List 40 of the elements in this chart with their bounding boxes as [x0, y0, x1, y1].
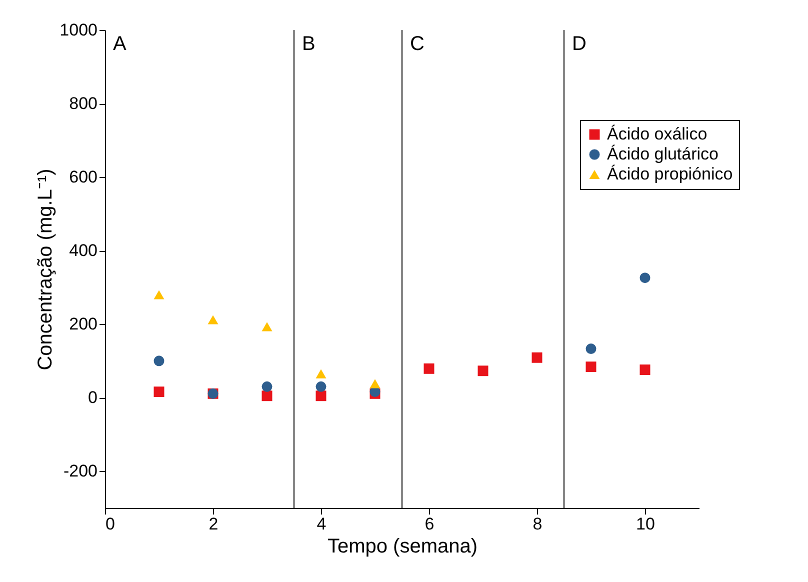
annotation: C [410, 33, 424, 55]
y-tick-label: 200 [69, 314, 98, 334]
point [640, 272, 650, 284]
point [316, 369, 326, 378]
point [640, 364, 650, 375]
point [262, 390, 272, 402]
x-tick-label: 0 [106, 514, 115, 534]
point [262, 322, 272, 332]
point [532, 352, 542, 363]
y-tick-label: 400 [69, 241, 98, 260]
y-tick-label: 800 [69, 94, 98, 114]
annotation: D [572, 33, 586, 55]
annotation: A [113, 33, 127, 55]
y-tick-label: -200 [63, 462, 98, 481]
point [262, 381, 272, 392]
point [316, 390, 326, 402]
point [154, 356, 164, 366]
y-tick-label: 600 [69, 168, 98, 187]
legend-label: Ácido oxálico [607, 124, 708, 144]
point [208, 315, 218, 324]
point [154, 386, 164, 398]
point [586, 344, 596, 354]
legend-label: Ácido glutárico [607, 144, 719, 164]
y-axis-title: Concentração (mg.L⁻¹) [34, 168, 57, 370]
point [478, 366, 488, 376]
y-tick-label: 1000 [60, 20, 98, 40]
point [316, 381, 326, 392]
point [424, 363, 434, 374]
point [586, 362, 596, 372]
x-axis-title: Tempo (semana) [327, 536, 478, 558]
y-tick-label: 0 [88, 388, 98, 408]
point [154, 290, 164, 300]
x-tick-label: 2 [208, 514, 218, 534]
point [370, 379, 380, 388]
annotation: B [302, 33, 316, 55]
legend-label: Ácido propiónico [607, 164, 733, 184]
x-tick-label: 10 [636, 514, 655, 534]
x-tick-label: 6 [424, 514, 434, 534]
x-tick-label: 8 [532, 514, 542, 534]
x-tick-label: 4 [316, 514, 326, 534]
